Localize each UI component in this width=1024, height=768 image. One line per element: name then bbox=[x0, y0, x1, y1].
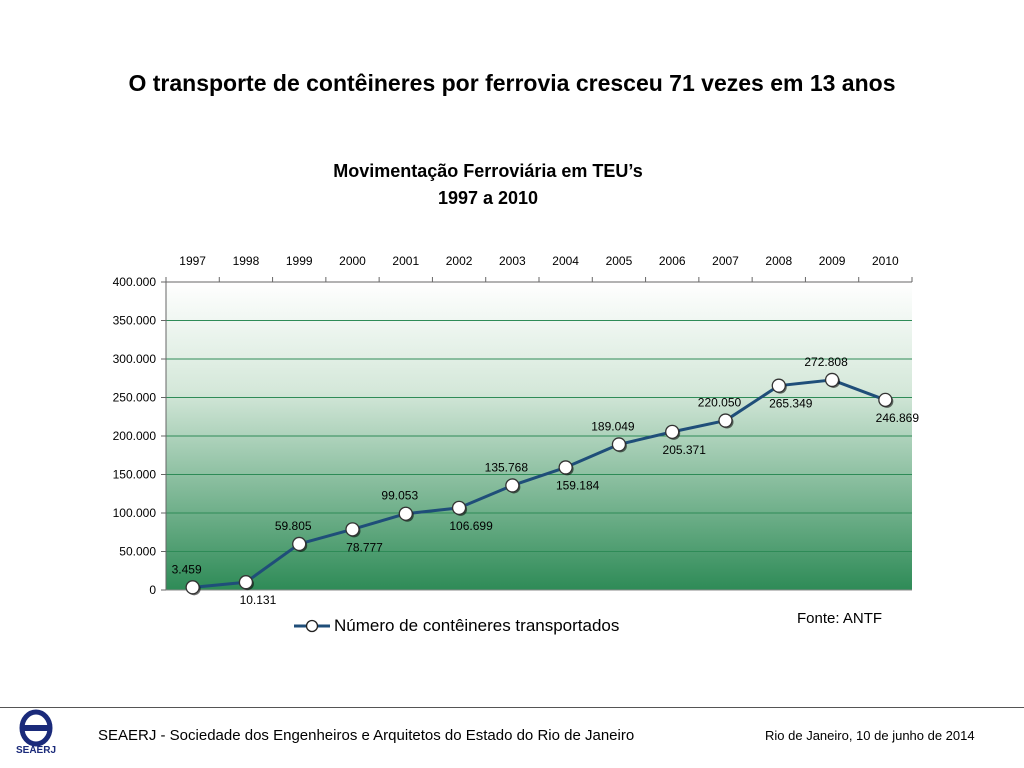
data-point bbox=[505, 478, 520, 493]
y-tick-label: 0 bbox=[149, 583, 156, 597]
y-tick-label: 250.000 bbox=[113, 391, 157, 405]
data-label: 78.777 bbox=[346, 540, 383, 554]
data-label: 10.131 bbox=[240, 593, 277, 607]
data-point bbox=[718, 413, 733, 428]
x-tick-label: 2001 bbox=[392, 254, 419, 268]
legend-label: Número de contêineres transportados bbox=[334, 616, 620, 635]
data-point bbox=[398, 506, 413, 521]
data-point bbox=[824, 372, 840, 388]
data-label: 246.869 bbox=[876, 411, 920, 425]
x-tick-label: 2007 bbox=[712, 254, 739, 268]
chart-subtitle: 1997 a 2010 bbox=[437, 188, 539, 208]
y-tick-label: 350.000 bbox=[113, 314, 157, 328]
data-label: 205.371 bbox=[663, 443, 707, 457]
data-point bbox=[185, 580, 200, 595]
y-tick-label: 50.000 bbox=[119, 545, 156, 559]
data-label: 135.768 bbox=[485, 460, 529, 474]
data-point bbox=[292, 536, 307, 552]
x-tick-label: 2009 bbox=[819, 254, 846, 268]
data-label: 159.184 bbox=[556, 478, 600, 492]
seaerj-logo-icon bbox=[19, 709, 53, 747]
x-tick-label: 2010 bbox=[872, 254, 899, 268]
y-tick-label: 150.000 bbox=[113, 468, 157, 482]
x-tick-label: 2005 bbox=[606, 254, 633, 268]
data-label: 106.699 bbox=[449, 519, 493, 533]
data-point bbox=[771, 378, 786, 393]
line-chart: 0 50.000 100.000 150.000 200.000 250.000 300.0… bbox=[113, 254, 920, 607]
x-tick-label: 2000 bbox=[339, 254, 366, 268]
data-label: 189.049 bbox=[591, 419, 635, 433]
data-point bbox=[611, 437, 627, 452]
footer-organization: SEAERJ - Sociedade dos Engenheiros e Arq… bbox=[98, 727, 635, 744]
series-line bbox=[192, 378, 886, 589]
data-label: 272.808 bbox=[804, 355, 848, 369]
data-point bbox=[345, 522, 360, 537]
x-tick-label: 2008 bbox=[765, 254, 792, 268]
data-label: 59.805 bbox=[275, 519, 312, 533]
slide-headline: O transporte de contêineres por ferrovia… bbox=[128, 70, 896, 96]
data-point bbox=[665, 424, 680, 440]
logo-text: SEAERJ bbox=[15, 745, 56, 756]
x-tick-label: 1997 bbox=[179, 254, 206, 268]
data-source: Fonte: ANTF bbox=[797, 610, 883, 627]
y-tick-label: 200.000 bbox=[113, 429, 157, 443]
x-tick-label: 1999 bbox=[286, 254, 313, 268]
x-tick-label: 1998 bbox=[233, 254, 260, 268]
y-tick-label: 300.000 bbox=[113, 352, 157, 366]
footer-divider bbox=[0, 707, 1024, 708]
data-point bbox=[238, 575, 254, 590]
x-tick-label: 2003 bbox=[499, 254, 526, 268]
chart-title-line: Movimentação Ferroviária em TEU’s bbox=[333, 161, 643, 181]
chart-title: Movimentação Ferroviária em TEU’s 1997 a… bbox=[188, 158, 788, 212]
data-label: 3.459 bbox=[172, 562, 202, 576]
chart-legend: Número de contêineres transportados bbox=[294, 614, 619, 638]
data-label: 99.053 bbox=[381, 489, 418, 503]
x-tick-label: 2002 bbox=[446, 254, 473, 268]
y-tick-label: 100.000 bbox=[113, 506, 157, 520]
x-tick-label: 2004 bbox=[552, 254, 579, 268]
data-point bbox=[878, 392, 893, 408]
data-label: 265.349 bbox=[769, 397, 813, 411]
data-point bbox=[558, 460, 573, 475]
legend-line-marker-icon bbox=[294, 619, 330, 633]
data-point bbox=[451, 500, 467, 515]
footer-date: Rio de Janeiro, 10 de junho de 2014 bbox=[765, 728, 975, 743]
seaerj-logo: SEAERJ bbox=[8, 708, 64, 764]
data-label: 220.050 bbox=[698, 396, 742, 410]
x-tick-label: 2006 bbox=[659, 254, 686, 268]
y-tick-label: 400.000 bbox=[113, 275, 157, 289]
